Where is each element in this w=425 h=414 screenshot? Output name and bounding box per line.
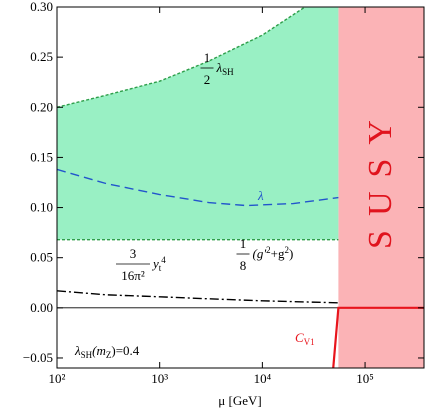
annotation: λSH​(mZ​)=0.4 — [74, 343, 140, 360]
band-fill — [57, 7, 339, 240]
annotation: (g'2​+g2​) — [253, 245, 294, 261]
annotation-part: t — [159, 263, 162, 273]
region-label: SUSY — [362, 106, 399, 249]
annotation-part: (g' — [253, 246, 267, 261]
overlay: SUSY12λSH​λ18(g'2​+g2​)316π²yt​4​λSH​(mZ… — [74, 50, 399, 360]
annotation-part: SH — [222, 67, 234, 77]
x-tick-label: 10⁴ — [254, 371, 272, 386]
annotation-part: SH — [81, 350, 93, 360]
annotation: λSH​ — [216, 60, 235, 77]
annotation-part: λ — [257, 188, 264, 203]
y-tick-label: 0.15 — [30, 149, 53, 164]
annotation-part: 4 — [161, 255, 166, 265]
plot-area — [57, 7, 424, 368]
x-tick-label: 10³ — [151, 371, 168, 386]
y-tick-label: 0.20 — [30, 99, 53, 114]
fraction-numerator: 1 — [204, 50, 211, 65]
annotation-part: V1 — [304, 337, 315, 347]
fraction-denominator: 8 — [240, 258, 247, 273]
series-line — [57, 168, 339, 207]
fraction-denominator: 16π² — [121, 268, 145, 283]
fraction-denominator: 2 — [204, 72, 211, 87]
y-tick-label: 0.25 — [30, 49, 53, 64]
fraction-numerator: 3 — [130, 246, 137, 261]
series-line — [332, 306, 424, 368]
annotation: λ — [257, 188, 264, 203]
annotation: yt​4​ — [151, 255, 166, 273]
fraction-numerator: 1 — [240, 236, 247, 251]
annotation-part: C — [295, 330, 304, 345]
series-line — [57, 290, 339, 304]
annotation-part: y — [151, 256, 159, 271]
annotation-part: Z — [106, 350, 112, 360]
y-tick-label: −0.05 — [23, 350, 53, 365]
annotation-part: )=0.4 — [111, 343, 139, 358]
x-tick-label: 10⁵ — [356, 371, 374, 386]
annotation-part: 2 — [266, 245, 271, 255]
y-tick-label: 0.00 — [30, 300, 53, 315]
annotation-part: λ — [216, 60, 223, 75]
frame — [56, 6, 425, 369]
annotation: CV1​ — [295, 330, 315, 347]
x-axis-label: μ [GeV] — [218, 393, 261, 408]
annotation-part: (m — [92, 343, 106, 358]
y-tick-label: 0.30 — [30, 0, 53, 14]
annotation-part: 2 — [284, 245, 289, 255]
x-tick-label: 10² — [49, 371, 66, 386]
y-tick-label: 0.10 — [30, 200, 53, 215]
annotation-part: λ — [74, 343, 81, 358]
y-tick-label: 0.05 — [30, 250, 53, 265]
annotation-part: +g — [271, 246, 285, 261]
annotation-part: ) — [289, 246, 293, 261]
series-line — [57, 7, 306, 108]
